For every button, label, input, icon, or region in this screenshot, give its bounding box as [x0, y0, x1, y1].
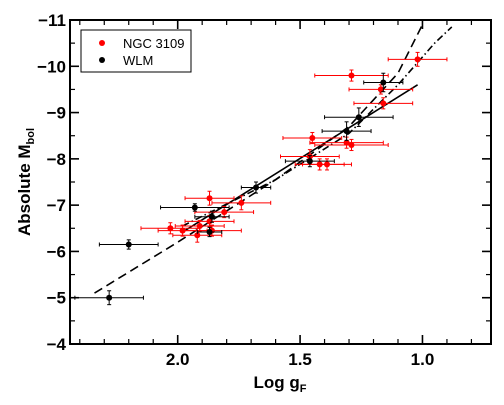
y-tick-label: −11: [38, 11, 66, 30]
data-point-ngc-3109: [221, 209, 228, 216]
x-tick-label: 1.5: [288, 350, 312, 369]
data-point-wlm: [125, 241, 132, 248]
x-tick-label: 1.0: [411, 350, 435, 369]
data-point-wlm: [253, 184, 260, 191]
data-point-wlm: [208, 213, 215, 220]
legend-marker: [99, 40, 105, 46]
data-point-ngc-3109: [206, 218, 213, 225]
x-axis-label-subscript: F: [300, 383, 307, 395]
y-tick-label: −9: [47, 104, 66, 123]
data-point-ngc-3109: [377, 86, 384, 93]
fit-line-dashed: [94, 24, 424, 294]
legend-label: NGC 3109: [123, 36, 184, 51]
legend-label: WLM: [123, 53, 153, 68]
y-tick-label: −10: [37, 57, 66, 76]
y-axis-label-subscript: bol: [25, 128, 37, 145]
data-point-ngc-3109: [348, 141, 355, 148]
y-tick-label: −5: [47, 289, 66, 308]
fit-line-dashdot: [182, 26, 453, 227]
data-point-wlm: [191, 204, 198, 211]
y-axis-label: Absolute Mbol: [15, 128, 37, 236]
y-tick-label: −6: [47, 242, 66, 261]
x-axis-label: Log gF: [254, 373, 307, 395]
data-point-ngc-3109: [324, 161, 331, 168]
data-point-ngc-3109: [238, 199, 245, 206]
data-point-wlm: [306, 158, 313, 165]
data-point-ngc-3109: [348, 72, 355, 79]
legend-box: [80, 29, 192, 73]
data-point-ngc-3109: [380, 100, 387, 107]
data-point-ngc-3109: [206, 195, 213, 202]
data-point-ngc-3109: [343, 139, 350, 146]
y-tick-label: −7: [47, 196, 66, 215]
data-point-ngc-3109: [194, 232, 201, 239]
data-point-ngc-3109: [179, 227, 186, 234]
data-point-wlm: [355, 114, 362, 121]
data-point-wlm: [380, 79, 387, 86]
data-point-wlm: [206, 228, 213, 235]
data-point-ngc-3109: [196, 222, 203, 229]
x-tick-label: 2.0: [166, 350, 190, 369]
data-point-wlm: [343, 128, 350, 135]
data-point-wlm: [106, 294, 113, 301]
y-tick-label: −8: [47, 150, 66, 169]
data-point-ngc-3109: [414, 56, 421, 63]
fit-line-solid: [184, 84, 419, 232]
y-tick-label: −4: [47, 335, 67, 354]
legend-marker: [99, 57, 105, 63]
data-point-ngc-3109: [309, 135, 316, 142]
data-point-ngc-3109: [167, 225, 174, 232]
